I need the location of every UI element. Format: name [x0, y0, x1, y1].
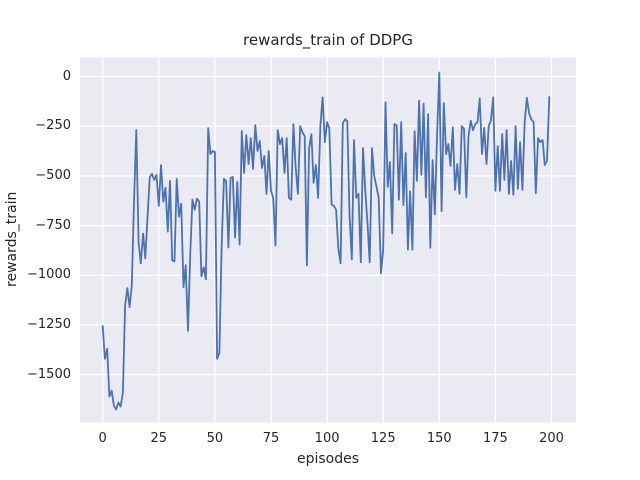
chart-title: rewards_train of DDPG: [243, 31, 413, 49]
y-tick-label: −1250: [27, 317, 71, 332]
x-tick-label: 25: [150, 431, 168, 446]
x-tick-label: 200: [539, 431, 564, 446]
x-axis-label: episodes: [296, 451, 360, 467]
plot-area: [80, 57, 576, 423]
y-tick-label: −1500: [27, 366, 71, 382]
y-tick-label: −750: [35, 217, 71, 233]
x-tick-label: 150: [426, 431, 452, 446]
y-tick-label: −250: [35, 118, 71, 134]
x-tick-label: 100: [314, 431, 340, 446]
series-line-rewards_train: [101, 71, 551, 411]
x-tick-label: 50: [206, 431, 224, 446]
x-tick-label: 125: [370, 431, 396, 446]
x-tick-label: 75: [262, 431, 280, 446]
x-tick-label: 0: [98, 431, 107, 446]
x-tick-label: 175: [482, 431, 508, 446]
y-tick-label: −1000: [27, 267, 71, 283]
y-tick-label: 0: [62, 68, 71, 84]
y-tick-label: −500: [35, 167, 71, 183]
